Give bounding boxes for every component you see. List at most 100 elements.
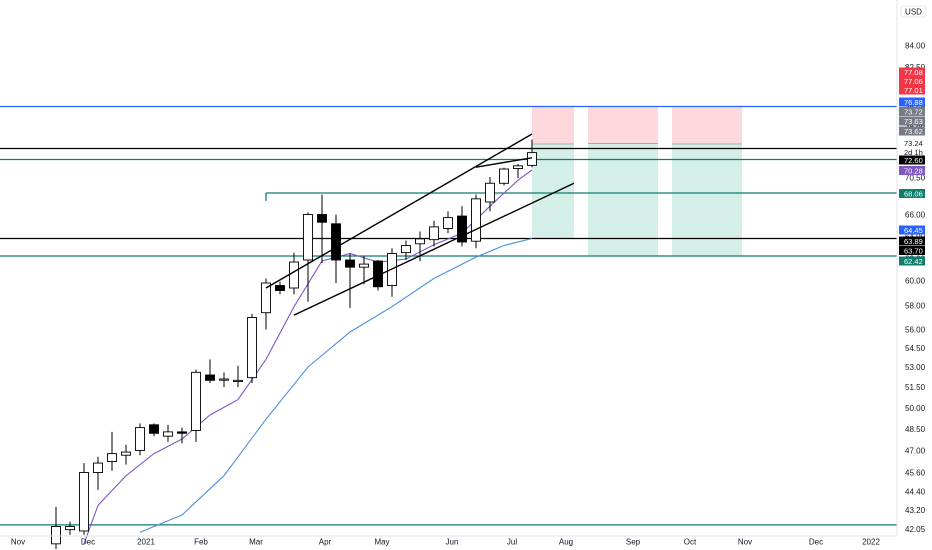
candle-body[interactable] bbox=[359, 263, 369, 268]
candle-body[interactable] bbox=[499, 168, 509, 184]
candle-body[interactable] bbox=[401, 245, 411, 254]
candle-body[interactable] bbox=[163, 431, 173, 437]
candle-body[interactable] bbox=[345, 259, 355, 268]
price-tick-label: 43.20 bbox=[905, 506, 926, 515]
price-tick-label: 66.00 bbox=[905, 211, 926, 220]
price-label-value: 62.42 bbox=[904, 257, 923, 266]
candle-body[interactable] bbox=[457, 215, 467, 243]
time-tick-label: Jul bbox=[507, 538, 517, 547]
price-label-tag bbox=[899, 166, 925, 175]
moving-average-line bbox=[139, 237, 533, 533]
time-tick-label: Nov bbox=[738, 538, 752, 547]
candle-body[interactable] bbox=[429, 226, 439, 241]
price-tick-label: 47.00 bbox=[905, 447, 926, 456]
price-tick-label: 84.00 bbox=[905, 42, 926, 51]
time-tick-label: Feb bbox=[194, 538, 208, 547]
price-label-tag bbox=[899, 155, 925, 165]
candle-body[interactable] bbox=[177, 431, 187, 434]
stop-zone[interactable] bbox=[672, 144, 742, 256]
price-tick-label: 44.40 bbox=[905, 488, 926, 497]
price-label-value: 63.70 bbox=[904, 246, 923, 255]
time-tick-label: Aug bbox=[559, 538, 573, 547]
target-zone[interactable] bbox=[532, 106, 574, 145]
currency-button[interactable] bbox=[900, 5, 927, 18]
price-label-value: 73.62 bbox=[904, 127, 923, 136]
candle-body[interactable] bbox=[331, 223, 341, 261]
price-label-value: 73.24 bbox=[904, 139, 923, 148]
candle-body[interactable] bbox=[107, 453, 117, 462]
target-zone[interactable] bbox=[672, 106, 742, 145]
currency-label: USD bbox=[905, 8, 922, 17]
price-tick-label: 60.00 bbox=[905, 277, 926, 286]
candle-body[interactable] bbox=[289, 261, 299, 289]
candle-body[interactable] bbox=[51, 526, 61, 545]
time-tick-label: Nov bbox=[11, 538, 25, 547]
position-boxes[interactable] bbox=[532, 106, 742, 257]
price-label-tag bbox=[899, 67, 925, 77]
price-tick-label: 51.50 bbox=[905, 383, 926, 392]
candle-body[interactable] bbox=[415, 238, 425, 245]
time-tick-label: May bbox=[374, 538, 389, 547]
price-label-value: 76.88 bbox=[904, 98, 923, 107]
candle-body[interactable] bbox=[191, 371, 201, 431]
price-tick-label: 42.05 bbox=[905, 525, 926, 534]
price-label-value: 2d 1h bbox=[904, 148, 923, 157]
price-label-tag bbox=[899, 85, 925, 95]
price-label-value: 70.28 bbox=[904, 166, 923, 175]
candle-body[interactable] bbox=[443, 217, 453, 229]
time-tick-label: Mar bbox=[249, 538, 263, 547]
candle-body[interactable] bbox=[247, 317, 257, 379]
price-label-tag bbox=[899, 138, 925, 148]
candle-body[interactable] bbox=[317, 214, 327, 223]
horizontal-levels[interactable] bbox=[0, 105, 897, 526]
candle-body[interactable] bbox=[471, 198, 481, 242]
price-label-tag bbox=[899, 246, 925, 255]
price-label-tag bbox=[899, 126, 925, 136]
price-tick-label: 53.00 bbox=[905, 363, 926, 372]
price-label-value: 72.60 bbox=[904, 156, 923, 165]
stop-zone[interactable] bbox=[588, 143, 658, 256]
price-tick-label: 45.60 bbox=[905, 469, 926, 478]
candle-body[interactable] bbox=[65, 526, 75, 531]
candle-body[interactable] bbox=[513, 165, 523, 170]
price-label-value: 63.89 bbox=[904, 237, 923, 246]
time-tick-label: 2021 bbox=[137, 538, 155, 547]
candle-body[interactable] bbox=[275, 285, 285, 291]
candle-body[interactable] bbox=[135, 427, 145, 451]
price-label-value: 73.63 bbox=[904, 117, 923, 126]
target-zone[interactable] bbox=[588, 106, 658, 144]
candle-body[interactable] bbox=[121, 451, 131, 456]
trendline[interactable] bbox=[475, 157, 533, 168]
time-tick-label: Apr bbox=[319, 538, 332, 547]
candle-body[interactable] bbox=[261, 282, 271, 314]
price-tick-label: 70.50 bbox=[905, 174, 926, 183]
candle-body[interactable] bbox=[93, 462, 103, 473]
time-tick-label: Sep bbox=[626, 538, 641, 547]
price-label-tag bbox=[899, 147, 925, 157]
trendlines[interactable] bbox=[265, 133, 575, 316]
candle-body[interactable] bbox=[79, 472, 89, 532]
trendline[interactable] bbox=[265, 133, 533, 289]
stop-zone[interactable] bbox=[532, 144, 574, 239]
time-axis-ticks[interactable]: Nov Dec 2021 Feb Mar Apr May Jun Jul Aug Sep Oct Nov… bbox=[11, 538, 881, 547]
candle-body[interactable] bbox=[485, 182, 495, 203]
candle-body[interactable] bbox=[233, 379, 243, 382]
time-tick-label: Jun bbox=[446, 538, 459, 547]
candle-body[interactable] bbox=[149, 424, 159, 434]
price-label-value: 64.45 bbox=[904, 226, 923, 235]
trendline[interactable] bbox=[293, 182, 575, 316]
price-tick-label: 50.00 bbox=[905, 404, 926, 413]
price-label-tag bbox=[899, 189, 925, 198]
candle-body[interactable] bbox=[205, 374, 215, 381]
candle-body[interactable] bbox=[303, 214, 313, 261]
price-label-tag bbox=[899, 225, 925, 235]
candle-body[interactable] bbox=[219, 378, 229, 381]
price-label-value: 73.72 bbox=[904, 107, 923, 116]
price-label-value: 77.08 bbox=[904, 68, 923, 77]
price-label-tag bbox=[899, 76, 925, 86]
price-label-value: 68.06 bbox=[904, 189, 923, 198]
price-tick-label: 56.00 bbox=[905, 326, 926, 335]
price-label-tag bbox=[899, 116, 925, 126]
